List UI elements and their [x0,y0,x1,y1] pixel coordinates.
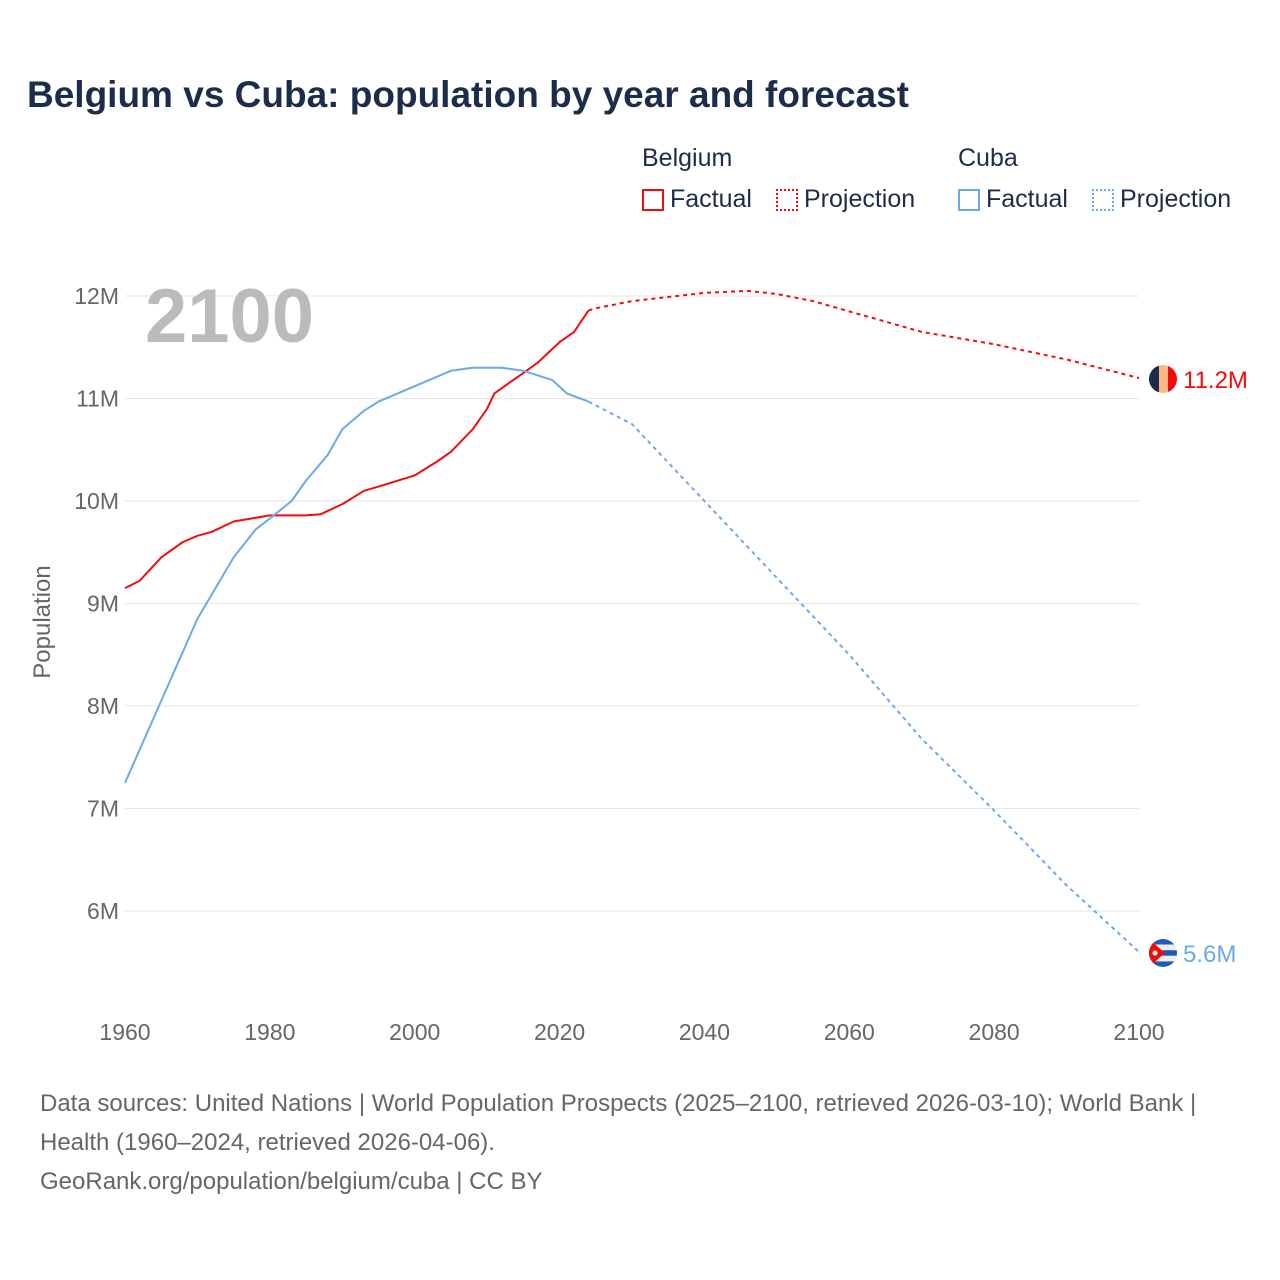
series-line-belgium-factual[interactable] [124,309,590,589]
legend-swatch-dotted-icon [1092,188,1114,211]
end-value-label: 11.2M [1183,367,1248,394]
x-tick-label: 2000 [389,1019,440,1045]
y-tick-label: 9M [87,591,119,617]
legend-swatch-dotted-icon [776,188,798,211]
legend-label: Factual [670,185,752,213]
x-tick-label: 2060 [824,1019,875,1045]
x-tick-label: 2080 [969,1019,1020,1045]
series-line-belgium-projection[interactable] [588,289,1140,379]
legend-cuba-factual[interactable]: Factual [958,185,1068,214]
y-tick-label: 10M [74,488,119,514]
legend-belgium-factual[interactable]: Factual [642,185,752,214]
series-line-cuba-factual[interactable] [124,366,589,784]
end-value-label: 5.6M [1183,941,1236,968]
legend-swatch-solid-icon [642,188,664,211]
x-tick-label: 2020 [534,1019,585,1045]
legend-label: Projection [1120,185,1232,213]
x-tick-label: 1980 [244,1019,295,1045]
x-tick-label: 2040 [679,1019,730,1045]
x-tick-label: 1960 [99,1019,150,1045]
y-tick-label: 12M [74,283,119,309]
series-line-cuba-projection[interactable] [588,400,1140,953]
y-tick-label: 11M [76,386,119,412]
legend-group-cuba: Cuba [958,144,1018,172]
year-overlay: 2100 [145,274,314,359]
x-tick-label: 2100 [1113,1019,1164,1045]
chart-title: Belgium vs Cuba: population by year and … [27,74,910,115]
legend-swatch-solid-icon [958,188,980,211]
legend-group-belgium: Belgium [642,144,733,172]
y-tick-label: 8M [87,693,119,719]
y-tick-label: 6M [87,898,119,924]
cuba-flag-icon [1149,939,1177,967]
legend-belgium-projection[interactable]: Projection [776,185,915,214]
line-chart: 6M 7M 8M 9M 10M 11M 12M 1960 1980 2000 2020 2040 206… [29,274,1248,1045]
data-sources: Data sources: United Nations | World Pop… [40,1090,1197,1156]
legend-label: Projection [804,185,916,213]
credit-link[interactable]: GeoRank.org/population/belgium/cuba | CC… [40,1168,543,1195]
legend-label: Factual [986,185,1068,213]
y-axis-label: Population [29,565,56,678]
belgium-flag-icon [1149,365,1177,393]
legend-cuba-projection[interactable]: Projection [1092,185,1231,214]
y-tick-label: 7M [87,796,119,822]
